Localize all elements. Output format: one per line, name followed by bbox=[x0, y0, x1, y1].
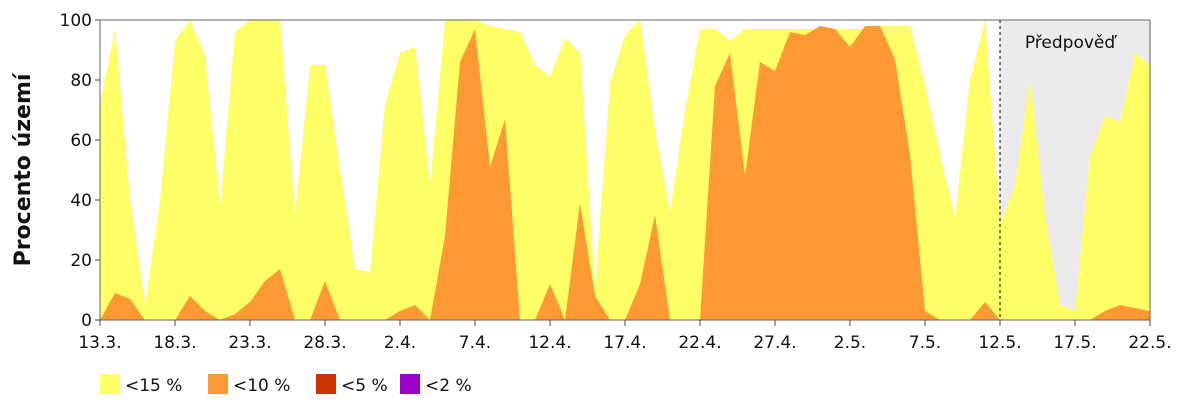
x-tick-label: 12.5. bbox=[978, 333, 1021, 353]
x-tick-label: 7.4. bbox=[459, 333, 491, 353]
x-tick-label: 23.3. bbox=[228, 333, 271, 353]
legend-label: <5 % bbox=[341, 376, 388, 396]
x-tick-label: 7.5. bbox=[909, 333, 941, 353]
x-tick-label: 12.4. bbox=[528, 333, 571, 353]
legend-swatch bbox=[316, 374, 336, 394]
x-tick-label: 2.5. bbox=[834, 333, 866, 353]
y-tick-label: 0 bbox=[81, 311, 92, 331]
y-tick-labels: 0 20 40 60 80 100 bbox=[60, 11, 100, 331]
x-tick-labels: 13.3. 18.3. 23.3. 28.3. 2.4. 7.4. 12.4. 17.4. 22… bbox=[78, 320, 1172, 353]
y-axis-label: Procento území bbox=[11, 72, 36, 266]
legend-swatch bbox=[100, 374, 120, 394]
x-tick-label: 22.5. bbox=[1128, 333, 1171, 353]
legend-label: <15 % bbox=[125, 376, 182, 396]
legend-label: <10 % bbox=[233, 376, 290, 396]
x-tick-label: 17.5. bbox=[1053, 333, 1096, 353]
y-tick-label: 20 bbox=[70, 251, 92, 271]
y-tick-label: 40 bbox=[70, 191, 92, 211]
legend-swatch bbox=[400, 374, 420, 394]
x-tick-label: 27.4. bbox=[753, 333, 796, 353]
series-area-0 bbox=[100, 20, 1150, 320]
series-area-1 bbox=[100, 26, 1150, 320]
y-tick-label: 100 bbox=[60, 11, 92, 31]
forecast-label: Předpověď bbox=[1025, 33, 1118, 53]
legend-label: <2 % bbox=[425, 376, 472, 396]
y-tick-label: 80 bbox=[70, 71, 92, 91]
x-tick-label: 17.4. bbox=[603, 333, 646, 353]
x-tick-label: 13.3. bbox=[78, 333, 121, 353]
x-tick-label: 2.4. bbox=[384, 333, 416, 353]
series-areas bbox=[100, 20, 1150, 320]
x-tick-label: 28.3. bbox=[303, 333, 346, 353]
legend: <15 % <10 % <5 % <2 % bbox=[100, 374, 472, 396]
x-tick-label: 18.3. bbox=[153, 333, 196, 353]
x-tick-label: 22.4. bbox=[678, 333, 721, 353]
y-tick-label: 60 bbox=[70, 131, 92, 151]
legend-swatch bbox=[208, 374, 228, 394]
